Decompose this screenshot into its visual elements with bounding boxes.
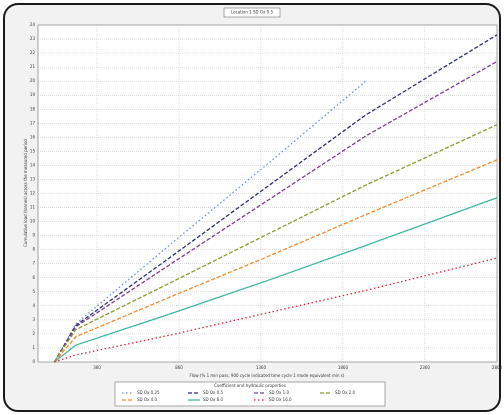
y-tick-label: 20: [30, 78, 36, 83]
legend-title: Coefficient and hydraulic properties: [214, 383, 286, 388]
y-tick-label: 22: [30, 50, 36, 55]
series-line: [53, 124, 498, 363]
y-tick-label: 9: [32, 233, 35, 238]
y-tick-label: 14: [30, 162, 36, 167]
x-tick-label: 2360: [420, 365, 431, 370]
legend-label: SD Ox 4.0: [137, 397, 157, 402]
y-tick-label: 5: [32, 289, 35, 294]
y-tick-label: 4: [32, 303, 35, 308]
y-tick-label: 0: [32, 359, 35, 364]
y-tick-label: 12: [30, 191, 36, 196]
legend-label: SD Ox 2.0: [335, 390, 355, 395]
x-tick-label: 2800: [492, 365, 503, 370]
y-tick-label: 21: [30, 64, 36, 69]
legend-label: SD Ox 8.0: [203, 397, 223, 402]
y-tick-label: 15: [30, 148, 36, 153]
series-line: [53, 34, 498, 363]
legend-label: SD Ox 16.0: [269, 397, 292, 402]
legend-label: SD Ox 1.0: [269, 390, 289, 395]
y-tick-label: 11: [30, 205, 36, 210]
y-tick-label: 8: [32, 247, 35, 252]
legend-label: SD Ox 0.25: [137, 390, 160, 395]
y-tick-label: 1: [32, 345, 35, 350]
series-line: [53, 159, 498, 363]
y-tick-label: 6: [32, 275, 35, 280]
y-tick-label: 18: [30, 106, 36, 111]
y-tick-label: 7: [32, 261, 35, 266]
y-tick-label: 10: [30, 219, 36, 224]
x-tick-label: 1360: [256, 365, 267, 370]
series-line: [54, 257, 498, 363]
series-line: [53, 197, 498, 363]
y-tick-label: 17: [30, 120, 36, 125]
y-tick-label: 3: [32, 317, 35, 322]
y-tick-label: 19: [30, 92, 36, 97]
y-tick-label: 24: [30, 22, 36, 27]
x-tick-label: 1860: [338, 365, 349, 370]
x-axis-label: Flow (% 1 min pass, 900 cycle indicated …: [190, 373, 345, 378]
series-line: [53, 80, 367, 363]
y-tick-label: 2: [32, 331, 35, 336]
chart-title: Location 1 SD Ox 0.5: [231, 10, 274, 15]
y-tick-label: 16: [30, 134, 36, 139]
legend-label: SD Ox 0.5: [203, 390, 223, 395]
series-line: [53, 60, 498, 363]
x-tick-label: 360: [93, 365, 101, 370]
y-tick-label: 23: [30, 36, 36, 41]
legend: [114, 381, 386, 407]
y-axis-label: Cumulative load (tonnes) across the meas…: [23, 139, 28, 247]
x-tick-label: 860: [175, 365, 183, 370]
title-box: [223, 7, 281, 18]
y-tick-label: 13: [30, 176, 36, 181]
